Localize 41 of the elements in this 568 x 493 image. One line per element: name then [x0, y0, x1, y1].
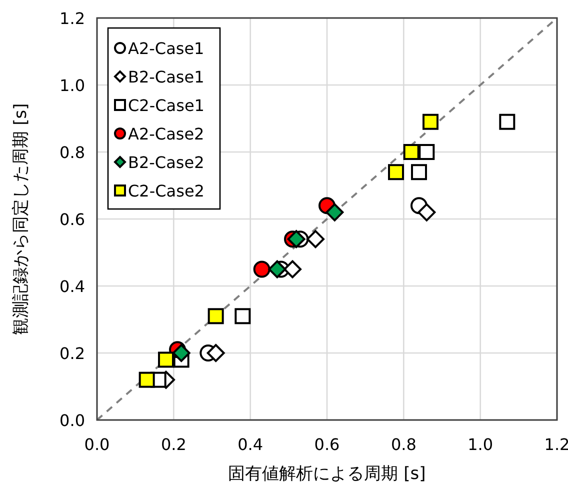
x-tick-label: 0.8 — [390, 435, 416, 454]
point — [326, 203, 344, 222]
point — [403, 144, 420, 160]
legend-label: B2-Case1 — [128, 68, 204, 86]
x-tick-label: 1.0 — [468, 435, 494, 454]
legend-label: C2-Case2 — [128, 182, 204, 200]
point — [284, 260, 302, 278]
point — [418, 144, 435, 160]
point — [138, 372, 155, 388]
x-axis-title: 固有値解析による周期 [s] — [228, 464, 426, 484]
y-tick-label: 0.2 — [60, 344, 85, 363]
y-tick-label: 1.0 — [60, 76, 85, 95]
point — [206, 344, 225, 362]
point — [158, 352, 174, 368]
y-axis-title: 観測記録から同定した周期 [s] — [11, 103, 31, 335]
point — [253, 260, 270, 278]
x-tick-label: 0.0 — [84, 435, 110, 454]
y-tick-label: 0.6 — [60, 210, 85, 229]
x-tick-label: 0.4 — [238, 435, 264, 454]
x-tick-label: 0.6 — [314, 435, 340, 454]
y-tick-label: 0.4 — [60, 277, 85, 296]
point — [418, 203, 436, 222]
point — [172, 344, 190, 362]
point — [422, 114, 438, 130]
legend-label: A2-Case2 — [128, 124, 204, 144]
legend-label: A2-Case1 — [128, 39, 204, 58]
point — [234, 308, 251, 324]
x-tick-label: 0.2 — [160, 435, 186, 454]
x-tick-label: 1.2 — [544, 435, 568, 454]
point — [499, 114, 516, 130]
y-tick-label: 0.8 — [60, 143, 85, 162]
y-tick-label: 0.0 — [60, 411, 85, 430]
point — [411, 164, 427, 180]
legend-label: C2-Case1 — [128, 96, 204, 115]
point — [268, 260, 286, 278]
legend-label: B2-Case2 — [128, 153, 204, 172]
point — [208, 308, 224, 324]
point — [388, 164, 404, 180]
y-tick-label: 1.2 — [60, 9, 85, 28]
point — [287, 230, 306, 248]
point — [306, 230, 324, 248]
